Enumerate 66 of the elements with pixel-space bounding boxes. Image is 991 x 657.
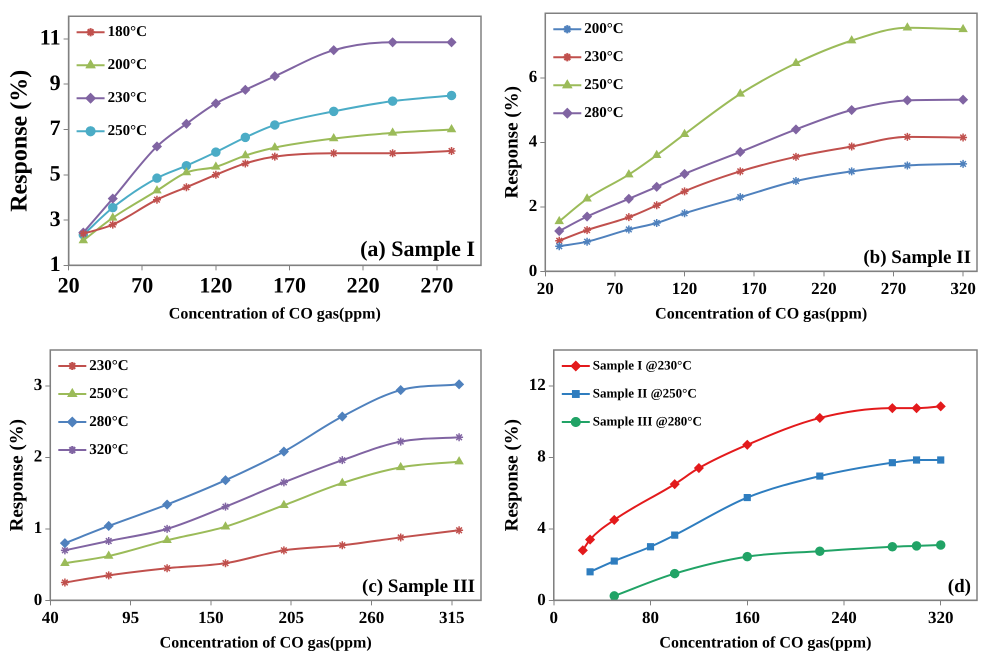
y-tick-label: 1 xyxy=(34,518,42,538)
x-tick-label: 150 xyxy=(198,608,224,627)
x-tick-label: 120 xyxy=(672,278,698,298)
y-tick-label: 7 xyxy=(50,115,61,140)
legend-label: Sample I @230°C xyxy=(592,357,692,372)
y-tick-label: 3 xyxy=(50,206,61,231)
legend-label: 250°C xyxy=(584,77,624,94)
x-tick-label: 205 xyxy=(278,608,304,627)
legend-label: 280°C xyxy=(89,414,129,430)
y-axis-title: Response (%) xyxy=(501,86,522,199)
annotation: (d) xyxy=(948,576,971,597)
legend-label: 200°C xyxy=(108,57,147,74)
y-tick-label: 6 xyxy=(528,67,538,86)
annotation: (a) Sample I xyxy=(360,236,475,262)
legend-label: 250°C xyxy=(108,123,147,140)
legend-label: 180°C xyxy=(108,24,147,40)
annotation: (b) Sample II xyxy=(863,246,971,268)
legend-label: Sample II @250°C xyxy=(592,385,697,400)
legend-label: 230°C xyxy=(584,49,624,66)
x-tick-label: 160 xyxy=(734,608,760,627)
legend-label: Sample III @280°C xyxy=(592,413,702,428)
x-tick-label: 120 xyxy=(199,272,232,298)
y-axis-title: Response (%) xyxy=(6,70,33,212)
annotation: (c) Sample III xyxy=(362,576,475,597)
y-axis-title: Response (%) xyxy=(501,418,522,532)
y-tick-label: 0 xyxy=(537,590,546,609)
x-tick-label: 315 xyxy=(439,608,465,627)
y-tick-label: 0 xyxy=(34,590,42,609)
y-tick-label: 3 xyxy=(34,375,42,394)
x-tick-label: 70 xyxy=(606,278,624,298)
x-tick-label: 40 xyxy=(42,608,59,627)
x-axis-title: Concentration of CO gas(ppm) xyxy=(655,306,868,323)
x-tick-label: 220 xyxy=(811,278,837,298)
legend-label: 250°C xyxy=(89,386,129,402)
legend-label: 230°C xyxy=(89,358,129,374)
x-axis-title: Concentration of CO gas(ppm) xyxy=(160,634,372,652)
legend-label: 320°C xyxy=(89,442,129,458)
x-tick-label: 320 xyxy=(950,278,976,298)
y-axis-title: Response (%) xyxy=(6,418,28,532)
y-tick-label: 12 xyxy=(528,375,546,394)
x-tick-label: 170 xyxy=(741,278,767,298)
x-tick-label: 95 xyxy=(122,608,140,627)
x-tick-label: 0 xyxy=(550,608,558,627)
x-axis-title: Concentration of CO gas(ppm) xyxy=(659,634,872,652)
x-tick-label: 80 xyxy=(642,608,660,627)
x-tick-label: 270 xyxy=(420,272,454,298)
x-tick-label: 270 xyxy=(880,278,906,298)
x-tick-label: 220 xyxy=(346,272,380,298)
y-tick-label: 9 xyxy=(50,70,61,95)
x-tick-label: 170 xyxy=(273,272,306,298)
y-tick-label: 11 xyxy=(40,24,61,50)
legend-label: 280°C xyxy=(584,105,624,122)
x-axis-title: Concentration of CO gas(ppm) xyxy=(168,306,381,323)
y-tick-label: 4 xyxy=(528,132,538,151)
y-tick-label: 4 xyxy=(537,518,546,538)
legend-label: 200°C xyxy=(584,21,624,38)
x-tick-label: 20 xyxy=(536,278,554,298)
y-tick-label: 2 xyxy=(528,196,538,216)
y-tick-label: 8 xyxy=(537,446,546,466)
x-tick-label: 320 xyxy=(928,608,954,627)
legend-label: 230°C xyxy=(108,90,147,106)
x-tick-label: 240 xyxy=(831,608,857,627)
x-tick-label: 70 xyxy=(131,272,154,298)
x-tick-label: 260 xyxy=(358,608,384,627)
y-tick-label: 5 xyxy=(50,160,61,186)
y-tick-label: 2 xyxy=(34,446,42,466)
